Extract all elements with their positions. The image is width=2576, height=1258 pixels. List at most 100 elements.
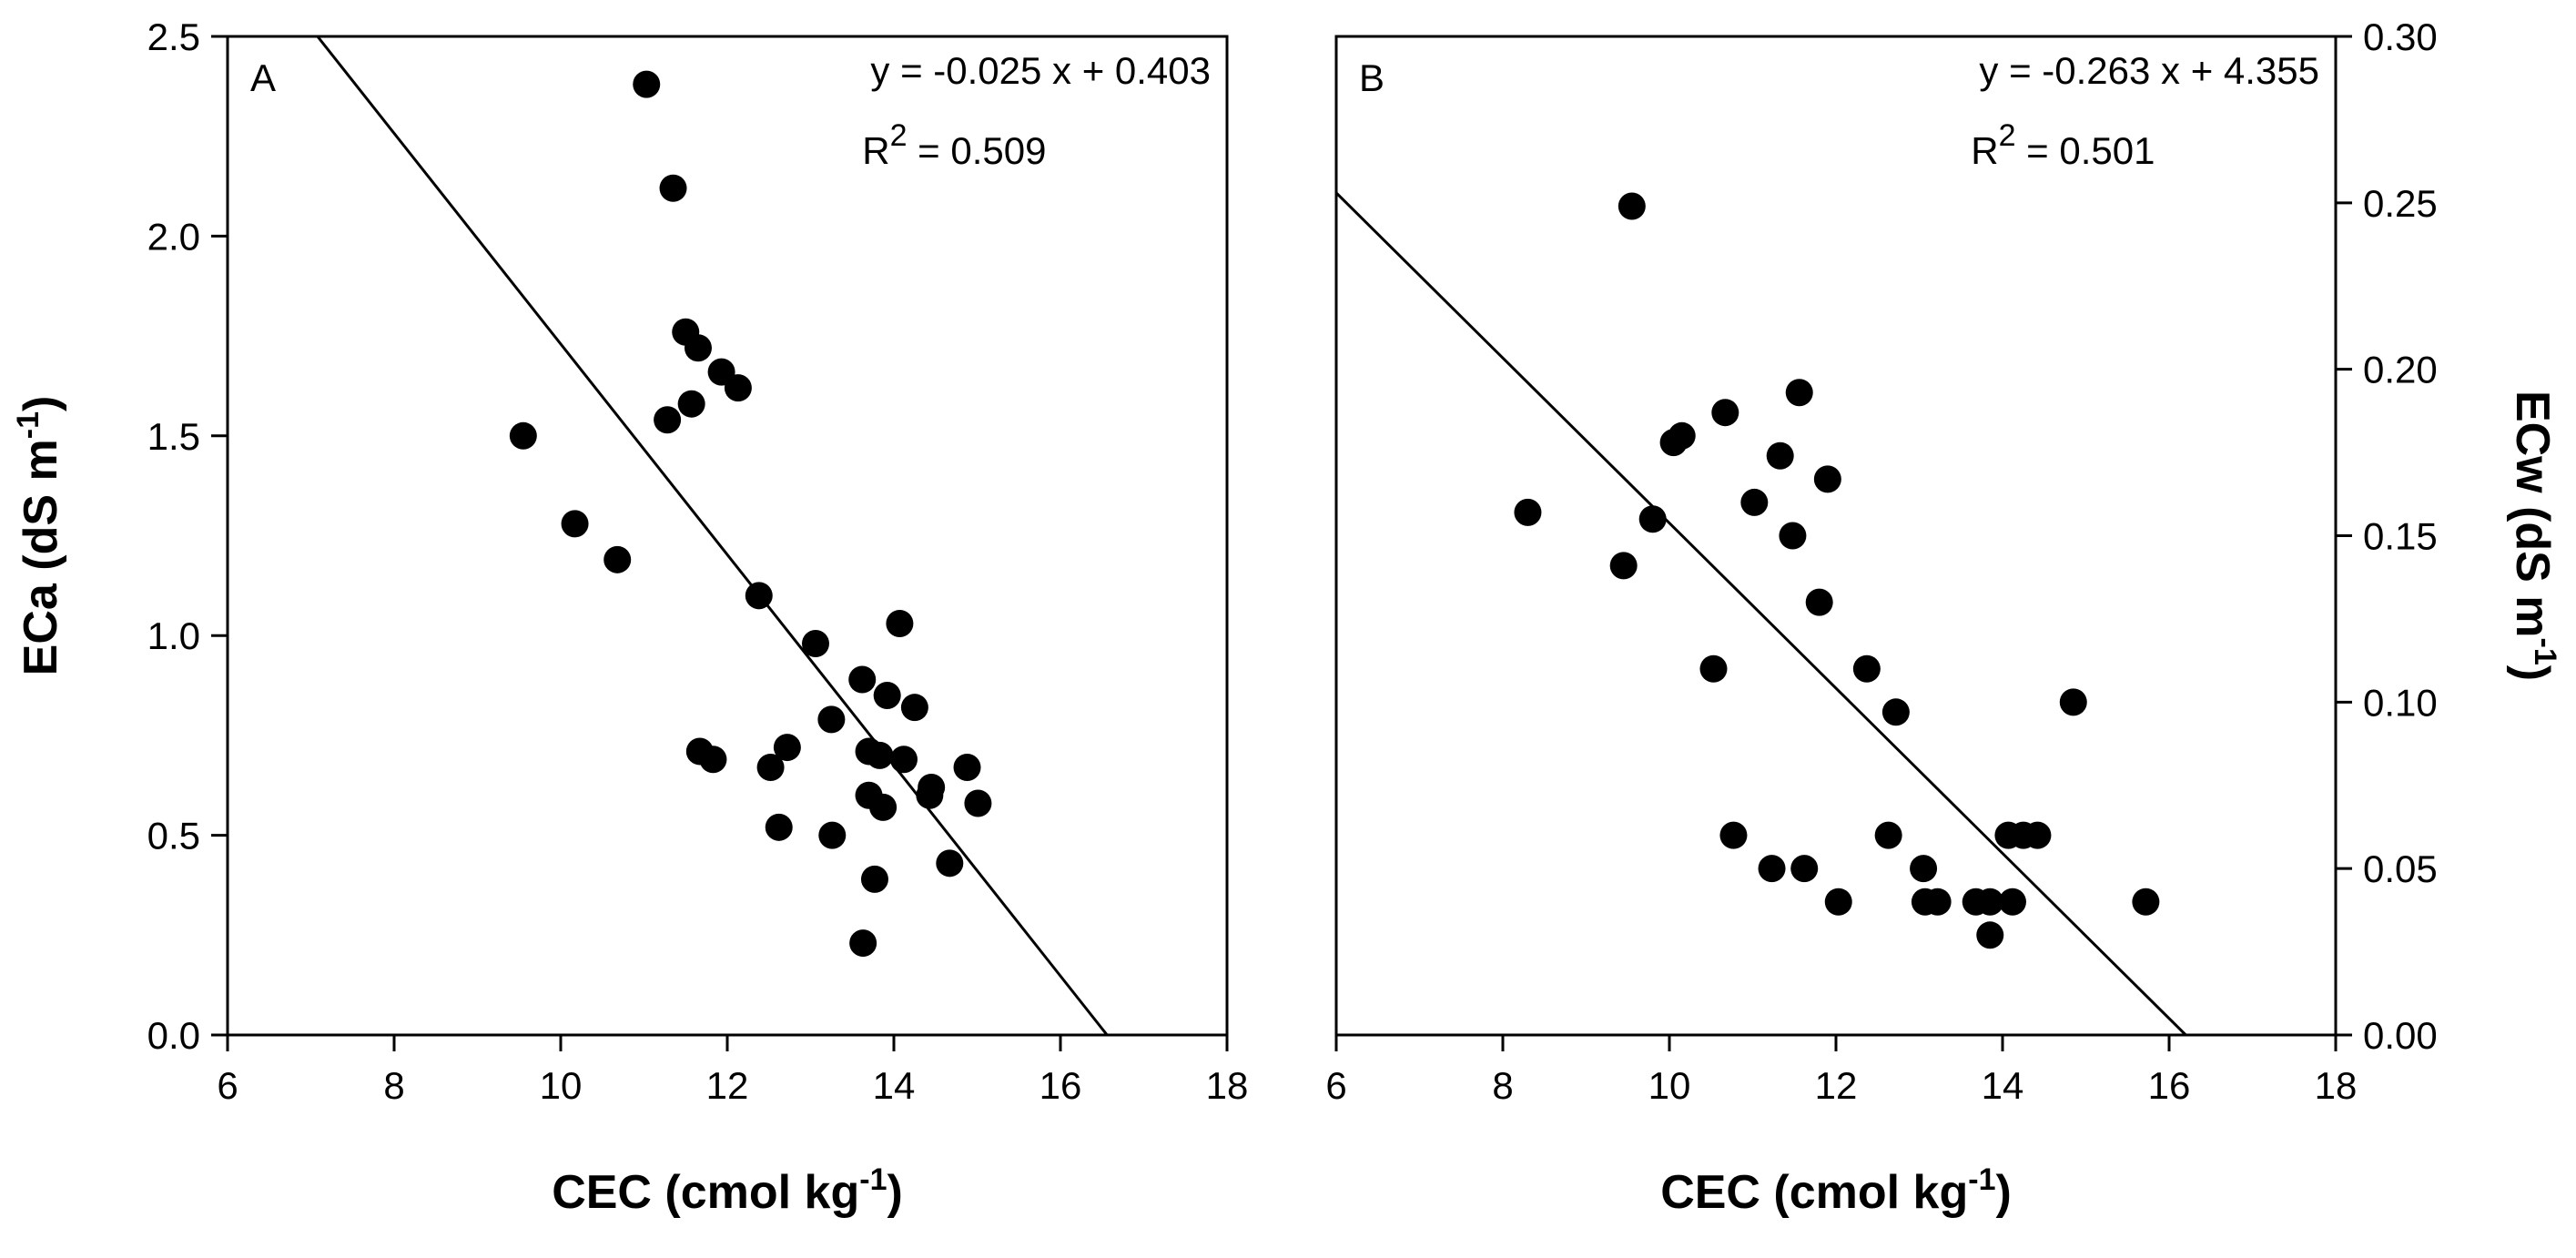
data-point — [936, 849, 964, 878]
data-point — [1805, 588, 1833, 616]
data-point — [1740, 488, 1769, 516]
panel-b-y-ticks: 0.00 0.05 0.10 0.15 0.20 0.25 0.30 — [2336, 15, 2438, 1057]
data-point — [869, 793, 898, 821]
data-point — [1699, 654, 1728, 683]
y-tick-label: 0.25 — [2363, 182, 2438, 225]
x-tick-label: 6 — [1325, 1064, 1346, 1107]
panel-b-x-axis-title: CEC (cmol kg-1) — [1660, 1162, 2012, 1219]
x-tick-label: 16 — [2148, 1064, 2191, 1107]
data-point — [1758, 855, 1786, 883]
data-point — [866, 741, 894, 769]
data-point — [2023, 821, 2052, 849]
data-point — [1618, 192, 1646, 220]
data-point — [849, 929, 877, 958]
panel-a-x-ticks: 6 8 10 12 14 16 18 — [217, 1035, 1248, 1107]
panel-a-label: A — [250, 56, 276, 99]
data-point — [1813, 465, 1841, 493]
data-point — [2059, 688, 2087, 716]
panel-a-x-axis-title: CEC (cmol kg-1) — [552, 1162, 903, 1219]
data-point — [801, 629, 829, 657]
data-point — [1779, 522, 1807, 550]
data-point — [677, 390, 705, 418]
x-tick-label: 14 — [873, 1064, 916, 1107]
data-point — [889, 746, 918, 774]
data-point — [1852, 654, 1881, 683]
data-point — [509, 421, 537, 450]
y-tick-label: 2.0 — [147, 215, 200, 258]
panel-b-fit-line — [1336, 191, 2187, 1035]
y-tick-label: 0.15 — [2363, 515, 2438, 558]
data-point — [1719, 821, 1748, 849]
data-point — [1638, 505, 1667, 533]
data-point — [1766, 441, 1794, 470]
data-point — [724, 374, 752, 402]
panel-b-x-ticks: 6 8 10 12 14 16 18 — [1325, 1035, 2357, 1107]
panel-b-y-axis-title: ECw (dS m-1) — [2506, 391, 2562, 681]
data-point — [953, 754, 981, 782]
data-point — [659, 174, 687, 202]
data-point — [1659, 429, 1688, 457]
panel-b-plot — [1336, 191, 2187, 1035]
data-point — [603, 545, 632, 573]
data-point — [1910, 855, 1938, 883]
data-point — [654, 406, 682, 434]
data-point — [561, 510, 589, 538]
y-tick-label: 0.00 — [2363, 1014, 2438, 1057]
data-point — [1976, 921, 2004, 949]
panel-b-label: B — [1359, 56, 1384, 99]
data-point — [684, 334, 712, 362]
panel-b-r-squared: R2 = 0.501 — [1971, 118, 2155, 172]
data-point — [699, 746, 727, 774]
data-point — [1923, 888, 1952, 916]
data-point — [817, 705, 846, 734]
panel-a: 6 8 10 12 14 16 18 0.0 0.5 1.0 1.5 2.0 2.5 A y = -0… — [11, 15, 1248, 1219]
data-point — [818, 821, 847, 849]
data-point — [1998, 888, 2026, 916]
data-point — [745, 582, 773, 610]
data-point — [916, 781, 944, 809]
x-tick-label: 8 — [383, 1064, 404, 1107]
panel-b-points — [1514, 192, 2160, 949]
data-point — [848, 665, 877, 694]
y-tick-label: 2.5 — [147, 15, 200, 58]
panel-a-fit-line — [316, 36, 1109, 1035]
data-point — [1874, 821, 1902, 849]
x-tick-label: 12 — [1815, 1064, 1858, 1107]
x-tick-label: 6 — [217, 1064, 238, 1107]
x-tick-label: 8 — [1492, 1064, 1513, 1107]
data-point — [886, 610, 914, 638]
panel-b-equation: y = -0.263 x + 4.355 — [1979, 49, 2319, 92]
data-point — [1824, 888, 1852, 916]
panel-a-equation: y = -0.025 x + 0.403 — [870, 49, 1211, 92]
data-point — [860, 865, 888, 893]
data-point — [1514, 498, 1542, 526]
data-point — [2132, 888, 2160, 916]
panel-a-y-ticks: 0.0 0.5 1.0 1.5 2.0 2.5 — [147, 15, 228, 1057]
x-tick-label: 18 — [2315, 1064, 2358, 1107]
y-tick-label: 0.20 — [2363, 349, 2438, 391]
x-tick-label: 18 — [1206, 1064, 1249, 1107]
y-tick-label: 0.0 — [147, 1014, 200, 1057]
data-point — [964, 789, 992, 817]
data-point — [773, 734, 801, 762]
data-point — [1881, 698, 1910, 726]
y-tick-label: 1.0 — [147, 614, 200, 657]
data-point — [1790, 855, 1819, 883]
x-tick-label: 14 — [1982, 1064, 2024, 1107]
data-point — [765, 813, 793, 841]
data-point — [756, 754, 785, 782]
x-tick-label: 16 — [1040, 1064, 1082, 1107]
y-tick-label: 0.5 — [147, 815, 200, 857]
panel-a-y-axis-title: ECa (dS m-1) — [11, 396, 67, 676]
data-point — [1609, 552, 1638, 580]
data-point — [900, 694, 928, 722]
y-tick-label: 1.5 — [147, 415, 200, 458]
data-point — [1785, 379, 1813, 407]
data-point — [1976, 888, 2004, 916]
panel-a-r-squared: R2 = 0.509 — [862, 118, 1046, 172]
panel-a-points — [509, 70, 992, 958]
y-tick-label: 0.05 — [2363, 847, 2438, 890]
data-point — [873, 682, 901, 710]
x-tick-label: 10 — [1648, 1064, 1691, 1107]
